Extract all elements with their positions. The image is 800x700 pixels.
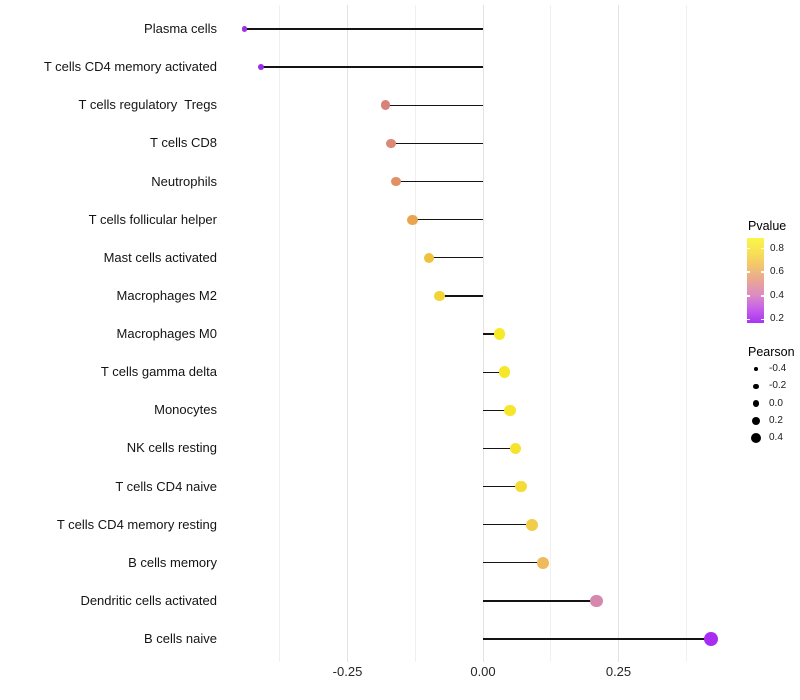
row-label: T cells follicular helper: [88, 211, 217, 227]
lollipop-stem: [390, 142, 483, 145]
row-label: T cells CD4 memory activated: [43, 59, 217, 75]
colorbar-tick: [747, 271, 750, 274]
colorbar-tick: [761, 271, 764, 274]
lollipop-stem: [483, 524, 532, 526]
lollipop-stem: [483, 638, 711, 640]
row-label: B cells naive: [144, 631, 217, 647]
lollipop-dot: [525, 518, 538, 531]
gridline-minor: [685, 5, 687, 662]
pearson-legend-label: -0.2: [769, 380, 787, 392]
pearson-legend-dot: [751, 416, 761, 426]
gridline-minor: [550, 5, 552, 662]
gridline-minor: [279, 5, 281, 662]
lollipop-stem: [483, 562, 543, 564]
row-label: Macrophages M0: [116, 326, 217, 342]
colorbar-tick: [747, 295, 750, 297]
lollipop-stem: [428, 257, 483, 259]
row-label: Neutrophils: [151, 173, 217, 189]
pearson-legend-title: Pearson: [748, 345, 795, 359]
row-label: NK cells resting: [126, 440, 217, 456]
colorbar-tick-label: 0.6: [770, 266, 784, 278]
colorbar-tick: [747, 318, 750, 321]
colorbar-tick-label: 0.2: [770, 313, 784, 325]
lollipop-stem: [260, 66, 483, 68]
pearson-legend-label: 0.4: [769, 432, 783, 444]
gridline-major: [347, 5, 348, 662]
pearson-legend-dot: [754, 367, 758, 371]
pearson-legend-label: -0.4: [769, 363, 787, 374]
lollipop-dot: [536, 556, 549, 569]
pearson-legend-label: 0.2: [769, 414, 783, 426]
lollipop-dot: [504, 404, 516, 417]
row-label: Dendritic cells activated: [80, 592, 217, 608]
pvalue-colorbar: [747, 238, 764, 323]
colorbar-tick: [761, 318, 764, 321]
lollipop-dot: [493, 328, 505, 340]
lollipop-dot: [509, 442, 522, 455]
gridline-major: [618, 5, 619, 662]
lollipop-dot: [407, 214, 418, 225]
row-label: T cells gamma delta: [100, 364, 217, 380]
lollipop-stem: [385, 104, 483, 106]
pearson-legend-dot: [752, 400, 760, 408]
pearson-legend-dot: [750, 433, 762, 444]
colorbar-tick: [761, 247, 764, 250]
colorbar-tick-label: 0.8: [770, 242, 784, 254]
row-label: T cells CD4 naive: [115, 478, 217, 494]
lollipop-dot: [434, 290, 445, 302]
row-label: Mast cells activated: [103, 249, 217, 265]
x-tick-label: 0.25: [605, 664, 632, 679]
row-label: Macrophages M2: [116, 287, 217, 303]
row-label: Monocytes: [154, 402, 217, 418]
lollipop-stem: [483, 447, 516, 450]
lollipop-stem: [483, 371, 505, 373]
lollipop-dot: [590, 594, 604, 608]
lollipop-stem: [483, 600, 597, 602]
gridline-minor: [414, 5, 416, 662]
lollipop-dot: [703, 632, 718, 647]
lollipop-stem: [244, 28, 483, 30]
x-tick-label: -0.25: [332, 664, 363, 679]
lollipop-dot: [380, 100, 391, 111]
colorbar-tick: [747, 247, 750, 250]
lollipop-dot: [515, 480, 527, 493]
row-label: T cells regulatory Tregs: [78, 97, 217, 113]
lollipop-dot: [257, 63, 264, 71]
x-tick-label: 0.00: [470, 664, 496, 679]
colorbar-tick: [761, 295, 764, 297]
lollipop-dot: [423, 252, 434, 263]
row-label: B cells memory: [128, 554, 217, 570]
pearson-legend-label: 0.0: [769, 397, 783, 409]
row-label: T cells CD8: [150, 135, 217, 151]
pvalue-legend-title: Pvalue: [748, 219, 787, 233]
lollipop-dot: [498, 366, 511, 378]
lollipop-dot: [241, 26, 248, 32]
lollipop-stem: [396, 180, 483, 183]
lollipop-dot: [391, 176, 402, 187]
lollipop-stem: [483, 409, 511, 411]
colorbar-tick-label: 0.4: [770, 289, 784, 301]
lollipop-dot: [386, 138, 396, 149]
lollipop-stem: [439, 295, 483, 297]
row-label: T cells CD4 memory resting: [56, 516, 217, 532]
row-label: Plasma cells: [144, 21, 217, 36]
pearson-legend-dot: [753, 383, 759, 389]
lollipop-stem: [412, 219, 483, 221]
lollipop-stem: [483, 485, 521, 488]
lollipop-stem: [483, 333, 500, 335]
